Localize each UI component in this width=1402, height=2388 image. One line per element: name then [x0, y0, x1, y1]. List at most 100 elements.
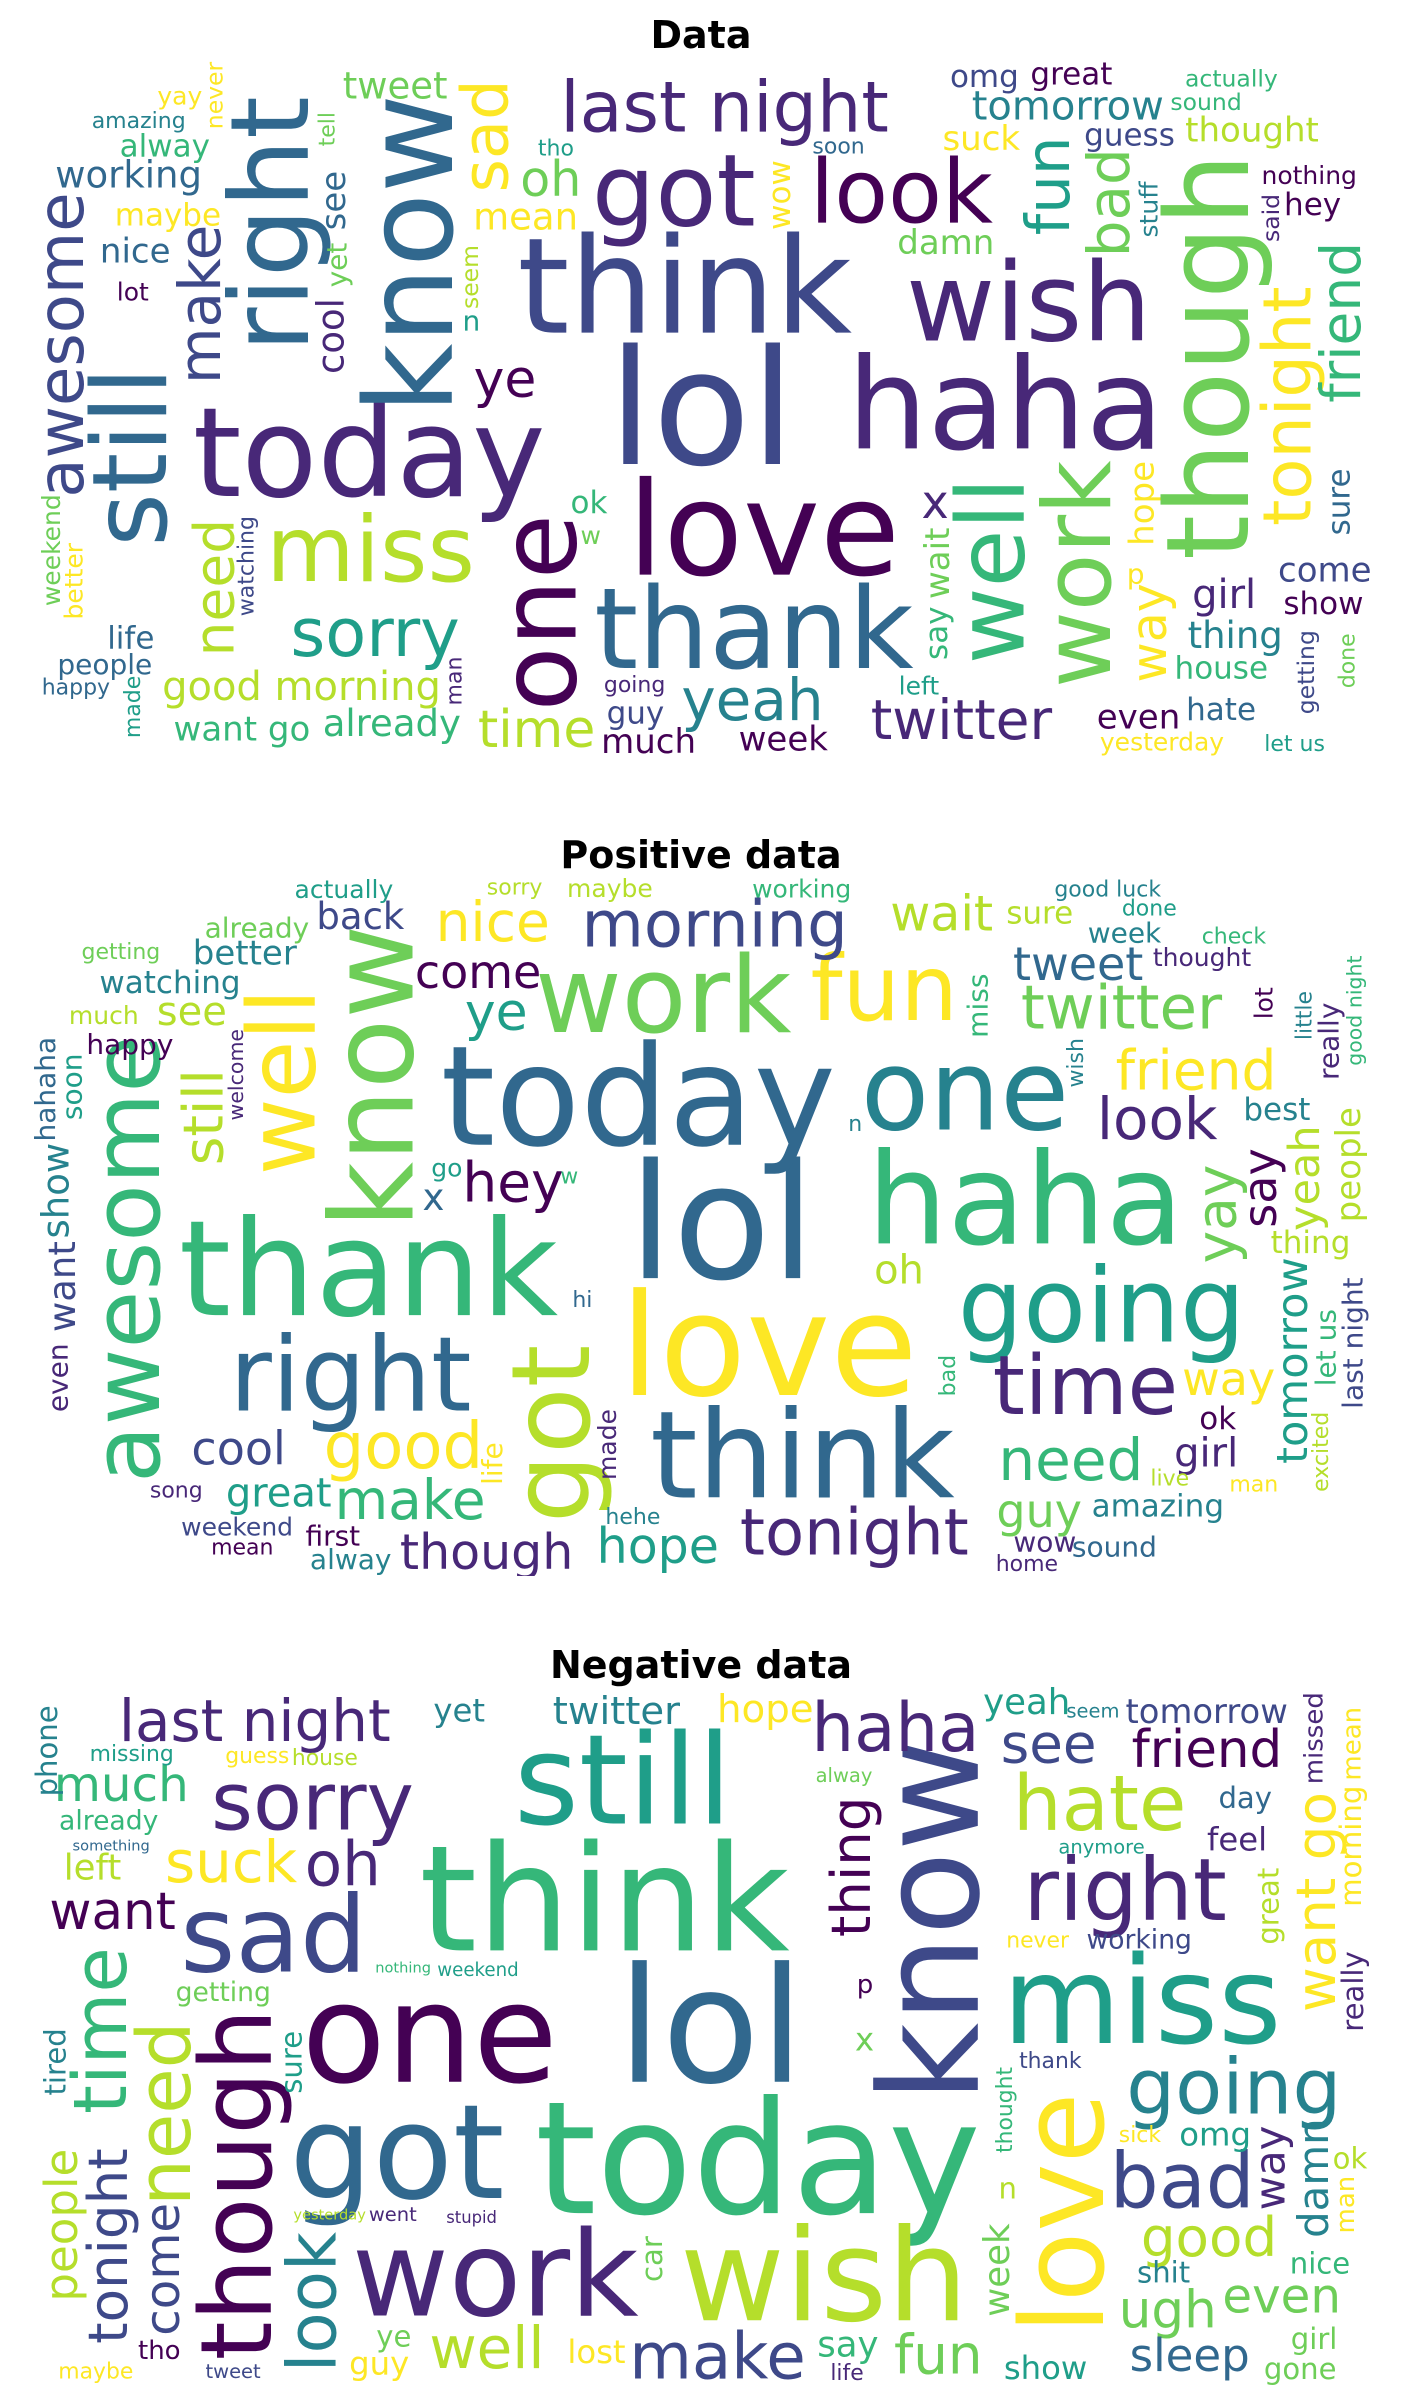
cloud-word: hate: [1186, 692, 1256, 728]
cloud-word: song: [150, 1478, 203, 1503]
cloud-word: alway: [120, 128, 210, 164]
cloud-word: thank: [594, 565, 914, 695]
cloud-word: home: [996, 1552, 1058, 1576]
cloud-word: working: [55, 153, 202, 196]
cloud-word: tonight: [76, 2148, 140, 2344]
cloud-word: work: [1024, 460, 1133, 688]
cloud-word: think: [650, 1386, 955, 1527]
cloud-word: left: [899, 672, 940, 701]
cloud-word: good luck: [1054, 878, 1161, 903]
cloud-word: even: [1222, 2268, 1341, 2324]
cloud-word: sad: [450, 79, 524, 192]
cloud-word: hi: [572, 1288, 592, 1313]
cloud-word: yet: [433, 1691, 485, 1729]
cloud-word: amazing: [92, 109, 186, 134]
cloud-word: want go: [1284, 1792, 1348, 2012]
cloud-word: working: [752, 876, 851, 903]
cloud-word: twitter: [553, 1689, 680, 1734]
cloud-word: want go: [174, 710, 311, 750]
cloud-word: damn: [897, 223, 994, 263]
cloud-word: thought: [993, 2066, 1018, 2152]
cloud-word: show: [1004, 2349, 1087, 2386]
cloud-word: got: [488, 1345, 615, 1524]
cloud-word: omg: [950, 59, 1019, 95]
cloud-word: ye: [376, 2319, 411, 2353]
cloud-word: last night: [560, 67, 889, 149]
cloud-word: ok: [1333, 2142, 1368, 2176]
cloud-word: lot: [117, 278, 149, 307]
cloud-word: friend: [1309, 242, 1370, 403]
cloud-word: yay: [157, 81, 202, 110]
cloud-word: cool: [309, 298, 352, 374]
wordcloud-panel-positive: Positive data lol love today thank haha think…: [0, 800, 1402, 1580]
cloud-word: say: [1233, 1148, 1287, 1227]
cloud-word: fun: [1013, 136, 1084, 235]
cloud-word: check: [1202, 924, 1267, 949]
cloud-word: miss: [266, 498, 475, 603]
cloud-word: going: [604, 673, 665, 698]
cloud-word: stuff: [1134, 181, 1163, 238]
cloud-word: done: [1336, 633, 1361, 688]
cloud-word: good: [1141, 2205, 1277, 2269]
cloud-word: hope: [1123, 461, 1163, 546]
cloud-word: tweet: [205, 2360, 261, 2383]
cloud-word: wow: [762, 160, 798, 230]
cloud-word: want: [41, 1241, 84, 1332]
cloud-word: car: [635, 2236, 669, 2282]
cloud-word: say: [919, 606, 955, 660]
cloud-word: ye: [474, 350, 537, 410]
cloud-word: made: [593, 1409, 622, 1480]
cloud-word: sleep: [1130, 2329, 1250, 2382]
cloud-word: anymore: [1058, 1835, 1144, 1858]
cloud-word: people: [57, 648, 152, 681]
cloud-word: suck: [165, 1828, 298, 1896]
cloud-word: shit: [1137, 2256, 1190, 2290]
cloud-word: people: [35, 2149, 88, 2302]
cloud-word: even: [1097, 697, 1181, 737]
cloud-word: still: [171, 1069, 235, 1165]
cloud-word: tweet: [343, 64, 448, 107]
cloud-word: tomorrow: [1268, 1257, 1318, 1464]
cloud-word: happy: [42, 675, 110, 700]
cloud-word: little: [1293, 991, 1318, 1040]
cloud-word: excited: [1309, 1412, 1334, 1492]
cloud-word: never: [1006, 1928, 1069, 1953]
cloud-word: getting: [1292, 630, 1320, 714]
cloud-word: actually: [1185, 64, 1278, 92]
cloud-word: bad: [1075, 148, 1143, 257]
cloud-word: hehe: [605, 1505, 660, 1530]
cloud-word: sure: [1006, 895, 1073, 931]
cloud-word: today: [441, 1016, 836, 1178]
cloud-word: friend: [1116, 1038, 1277, 1102]
cloud-word: sorry: [487, 876, 543, 900]
cloud-word: left: [64, 1847, 122, 1888]
cloud-word: sad: [180, 1873, 367, 1996]
cloud-word: mean: [473, 196, 578, 239]
cloud-word: yesterday: [293, 2206, 366, 2223]
cloud-word: mean: [211, 1535, 273, 1560]
cloud-word: see: [157, 989, 227, 1035]
cloud-word: great: [226, 1470, 332, 1516]
cloud-word: sorry: [290, 594, 459, 672]
cloud-word: going: [1126, 2044, 1341, 2133]
cloud-word: love: [620, 1264, 918, 1429]
cloud-word: guy: [996, 1484, 1082, 1538]
cloud-word: weekend: [437, 1960, 518, 1981]
cloud-word: fun: [811, 937, 958, 1042]
cloud-word: mean: [1337, 1707, 1367, 1781]
cloud-word: fun: [894, 2323, 983, 2386]
cloud-word: thank: [179, 1193, 558, 1347]
cloud-word: maybe: [567, 876, 653, 903]
cloud-word: got: [289, 2076, 504, 2229]
cloud-word: though: [1142, 153, 1276, 560]
cloud-word: nothing: [375, 1960, 431, 1977]
cloud-word: yeah: [1280, 1125, 1330, 1231]
cloud-word: even: [42, 1343, 75, 1412]
cloud-word: seem: [456, 245, 484, 309]
cloud-word: best: [1243, 1092, 1310, 1128]
cloud-word: tho: [538, 137, 574, 162]
cloud-word: something: [73, 1838, 150, 1855]
cloud-word: weekend: [37, 494, 66, 606]
cloud-word: show: [35, 1143, 78, 1239]
